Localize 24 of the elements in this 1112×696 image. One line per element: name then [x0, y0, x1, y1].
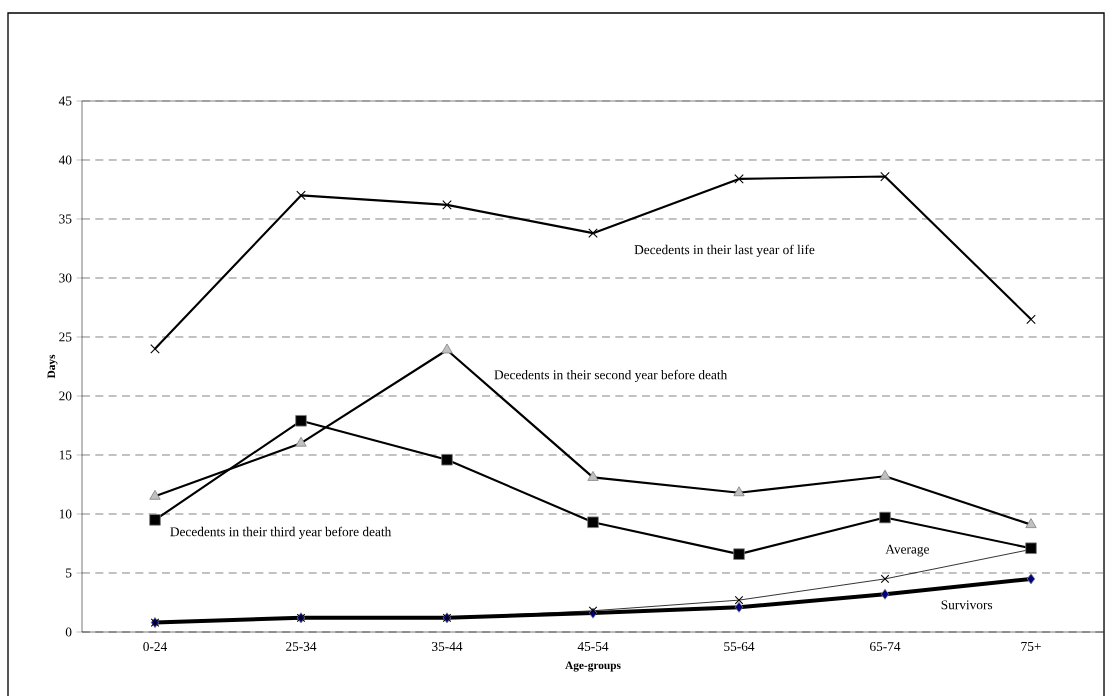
x-tick-label: 65-74	[870, 642, 901, 651]
series-label: Average	[885, 544, 929, 557]
y-tick-label: 25	[59, 332, 72, 342]
x-tick-label: 35-44	[432, 642, 463, 651]
y-tick-label: 0	[65, 627, 72, 637]
y-tick-label: 30	[59, 273, 72, 283]
x-axis-title: Age-groups	[565, 661, 621, 672]
y-tick-label: 10	[59, 509, 72, 519]
series-label: Survivors	[941, 600, 993, 610]
series-label: Decedents in their last year of life	[634, 244, 815, 257]
series-label: Decedents in their second year before death	[494, 369, 728, 383]
x-tick-label: 45-54	[577, 642, 609, 651]
x-tick-label: 0-24	[143, 642, 168, 652]
y-tick-label: 20	[59, 391, 72, 401]
x-tick-label: 25-34	[286, 642, 317, 651]
series-label: Decedents in their third year before death	[170, 526, 392, 540]
y-tick-label: 15	[59, 450, 72, 460]
x-tick-label: 75+	[1021, 642, 1041, 651]
y-tick-label: 35	[59, 214, 72, 224]
y-axis-title: Days	[47, 354, 58, 379]
y-tick-label: 40	[58, 155, 72, 165]
y-tick-label: 45	[58, 96, 72, 106]
y-tick-label: 5	[66, 568, 72, 578]
x-tick-label: 55-64	[724, 642, 755, 651]
